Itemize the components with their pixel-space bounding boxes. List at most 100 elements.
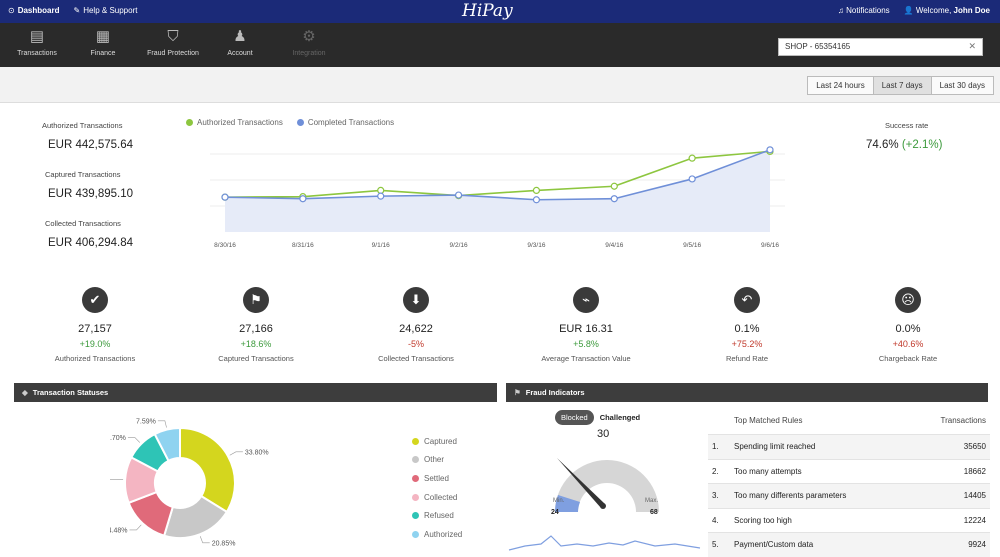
kpi-label: Chargeback Rate <box>878 354 938 363</box>
data-point[interactable] <box>454 191 463 199</box>
notifications-link[interactable]: ♫ Notifications <box>837 6 890 15</box>
legend-authorized[interactable]: Authorized Transactions <box>186 118 283 127</box>
main-nav: ▤ Transactions ▦ Finance ⛉ Fraud Protect… <box>0 23 1000 67</box>
legend-authorized[interactable]: Authorized <box>412 525 462 544</box>
table-header: Top Matched Rules Transactions <box>708 416 990 434</box>
dashboard-link[interactable]: ⊙ Dashboard <box>8 6 60 15</box>
legend-completed[interactable]: Completed Transactions <box>296 118 394 127</box>
kpi-change: +75.2% <box>731 339 763 349</box>
nav-account[interactable]: ♟ Account <box>227 28 253 57</box>
legend-collected[interactable]: Collected <box>412 488 462 507</box>
range-7d-button[interactable]: Last 7 days <box>872 76 932 95</box>
x-tick-label: 9/5/16 <box>683 242 701 249</box>
legend-dot-icon <box>412 456 419 464</box>
x-tick-label: 9/2/16 <box>450 242 468 249</box>
gauge-max-value: 68 <box>650 509 658 516</box>
statuses-donut-chart: 33.80%20.85%14.48%13.58%9.70%7.59% <box>110 418 269 547</box>
kpi-refund-rate: ↶ 0.1% +75.2% Refund Rate <box>677 287 817 363</box>
nav-transactions[interactable]: ▤ Transactions <box>17 28 57 57</box>
help-link[interactable]: ✎ Help & Support <box>73 6 138 15</box>
x-tick-label: 9/3/16 <box>527 242 545 249</box>
kpi-average-value: ⌁ EUR 16.31 +5.8% Average Transaction Va… <box>516 287 656 363</box>
series-line-0 <box>224 150 771 198</box>
nav-integration[interactable]: ⚙ Integration <box>292 28 326 57</box>
gear-icon: ⚙ <box>302 28 316 45</box>
legend-refused[interactable]: Refused <box>412 506 462 525</box>
legend-other[interactable]: Other <box>412 451 462 470</box>
user-menu[interactable]: 👤 Welcome, John Doe <box>903 6 990 15</box>
slice-leader-line <box>229 451 243 456</box>
slice-captured[interactable] <box>179 426 236 514</box>
table-row[interactable]: 5. Payment/Custom data 9924 <box>708 532 990 557</box>
kpi-value: 0.0% <box>895 323 921 335</box>
data-point[interactable] <box>610 195 618 203</box>
captured-value: EUR 439,895.10 <box>48 188 134 200</box>
tag-icon: ⌁ <box>573 287 599 313</box>
series-line-1 <box>224 149 771 201</box>
data-point[interactable] <box>688 154 696 162</box>
refund-icon: ↶ <box>734 287 760 313</box>
kpi-label: Captured Transactions <box>218 354 294 363</box>
gauge-min-label: Min. <box>553 498 565 504</box>
chargeback-icon: ☹ <box>895 287 921 313</box>
nav-finance[interactable]: ▦ Finance <box>90 28 116 57</box>
success-rate: 74.6% (+2.1%) <box>866 139 942 151</box>
kpi-label: Average Transaction Value <box>541 354 631 363</box>
data-point[interactable] <box>610 182 618 190</box>
legend-captured[interactable]: Captured <box>412 432 462 451</box>
table-row[interactable]: 4. Scoring too high 12224 <box>708 507 990 533</box>
slice-authorized[interactable] <box>153 426 181 463</box>
tab-blocked[interactable]: Blocked <box>555 410 594 425</box>
kpi-change: +40.6% <box>892 339 924 349</box>
rules-column-header: Top Matched Rules <box>734 416 803 425</box>
shop-selector[interactable]: SHOP - 65354165 ✕ <box>778 38 983 56</box>
range-30d-button[interactable]: Last 30 days <box>930 76 994 95</box>
bell-icon: ♫ <box>837 6 844 15</box>
gauge-max-label: Max. <box>645 498 658 504</box>
hipay-logo[interactable]: HiPay <box>462 1 513 21</box>
authorized-label: Authorized Transactions <box>42 121 123 130</box>
data-point[interactable] <box>221 193 229 201</box>
legend-dot-icon <box>296 119 304 126</box>
sparkline <box>508 535 701 551</box>
success-rate-label: Success rate <box>885 121 929 130</box>
legend-settled[interactable]: Settled <box>412 469 462 488</box>
kpi-label: Refund Rate <box>725 354 769 363</box>
gauge-fill <box>555 495 580 512</box>
check-icon: ✔ <box>82 287 108 313</box>
kpi-value: 27,166 <box>239 323 273 335</box>
data-point[interactable] <box>532 186 541 195</box>
kpi-value: EUR 16.31 <box>559 323 613 335</box>
date-range-bar: Last 24 hours Last 7 days Last 30 days <box>0 67 1000 103</box>
slice-leader-line <box>157 420 167 428</box>
account-icon: ♟ <box>233 28 247 45</box>
gauge-track <box>555 460 659 512</box>
statuses-panel-header: ◆ Transaction Statuses <box>14 383 497 402</box>
x-tick-label: 9/6/16 <box>761 242 779 249</box>
tab-challenged[interactable]: Challenged <box>599 413 641 422</box>
kpi-collected: ⬇ 24,622 -5% Collected Transactions <box>346 287 486 363</box>
data-point[interactable] <box>688 175 696 183</box>
clear-icon[interactable]: ✕ <box>968 41 976 51</box>
user-icon: 👤 <box>903 6 914 15</box>
flag-icon: ⚑ <box>243 287 269 313</box>
kpi-value: 27,157 <box>78 323 112 335</box>
nav-fraud-protection[interactable]: ⛉ Fraud Protection <box>147 27 199 58</box>
data-point[interactable] <box>377 186 385 195</box>
table-row[interactable]: 3. Too many differents parameters 14405 <box>708 483 990 508</box>
fraud-tabs: Blocked Challenged <box>555 410 646 425</box>
finance-icon: ▦ <box>95 28 111 45</box>
data-point[interactable] <box>532 196 541 204</box>
download-icon: ⬇ <box>403 287 429 313</box>
table-row[interactable]: 2. Too many attempts 18662 <box>708 458 990 484</box>
legend-dot-icon <box>412 437 419 445</box>
table-row[interactable]: 1. Spending limit reached 35650 <box>708 434 990 459</box>
data-point[interactable] <box>299 195 307 203</box>
data-point[interactable] <box>377 192 385 200</box>
data-point[interactable] <box>766 146 774 154</box>
legend-dot-icon <box>412 474 419 482</box>
collected-value: EUR 406,294.84 <box>48 237 134 249</box>
range-24h-button[interactable]: Last 24 hours <box>807 76 874 95</box>
slice-label: 33.80% <box>245 449 269 456</box>
captured-label: Captured Transactions <box>45 170 121 179</box>
